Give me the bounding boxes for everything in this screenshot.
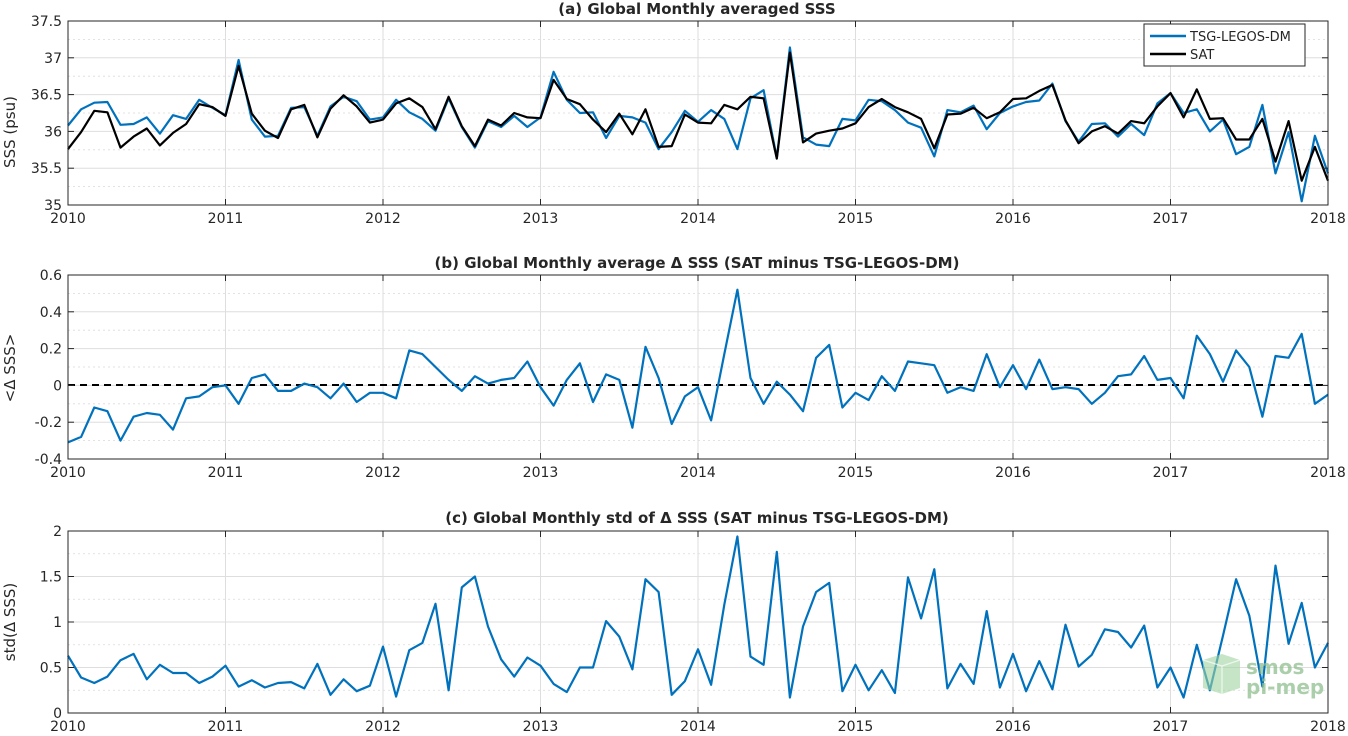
panel-b-grid: [67, 274, 1329, 460]
panel-c-grid: [67, 530, 1329, 714]
panel-b-series-line: [67, 288, 1329, 444]
x-tick-label: 2010: [50, 211, 86, 227]
y-tick-label: 35: [44, 198, 62, 214]
panel-a-axes: 2010 2011 2012 2013 2014 2015 2016 2017 2018 35 35…: [31, 14, 1346, 227]
x-tick-label: 2017: [1153, 211, 1189, 227]
x-tick-label: 2018: [1310, 719, 1346, 735]
x-tick-label: 2018: [1310, 465, 1346, 481]
y-tick-label: 0: [53, 378, 62, 394]
panel-a-global-monthly-sss: (a) Global Monthly averaged SSS 2010 2011…: [1, 0, 1346, 227]
x-tick-label: 2011: [208, 465, 244, 481]
panel-c-global-monthly-std-delta-sss: (c) Global Monthly std of Δ SSS (SAT min…: [1, 509, 1346, 735]
panel-c-series-line: [67, 535, 1329, 699]
panel-b-series: [67, 288, 1329, 444]
y-tick-label: -0.2: [35, 415, 62, 431]
y-tick-label: 36.5: [31, 88, 62, 104]
x-tick-label: 2016: [995, 211, 1031, 227]
legend-label-tsg: TSG-LEGOS-DM: [1189, 30, 1291, 45]
x-tick-label: 2016: [995, 719, 1031, 735]
x-tick-label: 2017: [1153, 465, 1189, 481]
y-tick-label: 1.5: [40, 570, 62, 586]
logo-text-pi-mep: pi-mep: [1246, 675, 1324, 699]
x-tick-label: 2010: [50, 719, 86, 735]
legend-label-sat: SAT: [1190, 48, 1214, 63]
x-tick-label: 2015: [838, 719, 874, 735]
x-tick-label: 2011: [208, 719, 244, 735]
x-tick-label: 2015: [838, 465, 874, 481]
y-tick-label: 35.5: [31, 161, 62, 177]
legend: TSG-LEGOS-DM SAT: [1143, 23, 1306, 67]
x-tick-label: 2015: [838, 211, 874, 227]
y-tick-label: 37: [44, 51, 62, 67]
panel-a-y-axis-label: SSS (psu): [1, 96, 19, 168]
x-tick-label: 2014: [680, 719, 716, 735]
y-tick-label: 1: [53, 615, 62, 631]
y-tick-label: 0.4: [40, 305, 62, 321]
y-tick-label: 0: [53, 706, 62, 722]
panel-b-global-monthly-delta-sss: (b) Global Monthly average Δ SSS (SAT mi…: [1, 254, 1346, 481]
y-tick-label: 36: [44, 124, 62, 140]
x-tick-label: 2013: [523, 719, 559, 735]
y-tick-label: 0.2: [40, 342, 62, 358]
y-tick-label: 0.5: [40, 661, 62, 677]
y-tick-label: 0.6: [40, 268, 62, 284]
y-tick-label: -0.4: [35, 452, 62, 468]
x-tick-label: 2013: [523, 465, 559, 481]
x-tick-label: 2011: [208, 211, 244, 227]
x-tick-label: 2012: [365, 211, 401, 227]
y-tick-label: 2: [53, 524, 62, 540]
legend-box: [1143, 23, 1306, 67]
x-tick-label: 2010: [50, 465, 86, 481]
x-tick-label: 2012: [365, 465, 401, 481]
panel-a-grid: [67, 20, 1329, 206]
panel-c-axes: 2010 2011 2012 2013 2014 2015 2016 2017 2018 0 0.5…: [40, 524, 1346, 735]
x-tick-label: 2014: [680, 211, 716, 227]
smos-pi-mep-logo: smos pi-mep: [1202, 654, 1324, 699]
x-tick-label: 2013: [523, 211, 559, 227]
panel-c-y-axis-label: std(Δ SSS): [1, 583, 19, 662]
panel-c-series: [67, 535, 1329, 699]
panel-a-title: (a) Global Monthly averaged SSS: [558, 0, 835, 18]
panel-a-series: [67, 46, 1330, 203]
x-tick-label: 2018: [1310, 211, 1346, 227]
x-tick-label: 2012: [365, 719, 401, 735]
y-tick-label: 37.5: [31, 14, 62, 30]
panel-b-y-axis-label: <Δ SSS>: [1, 334, 19, 403]
panel-c-title: (c) Global Monthly std of Δ SSS (SAT min…: [445, 509, 948, 527]
logo-text-smos: smos: [1246, 655, 1304, 679]
panel-b-axes: 2010 2011 2012 2013 2014 2015 2016 2017 2018 -0.4…: [35, 268, 1346, 481]
x-tick-label: 2014: [680, 465, 716, 481]
x-tick-label: 2016: [995, 465, 1031, 481]
panel-a-series-sat: [67, 51, 1330, 182]
x-tick-label: 2017: [1153, 719, 1189, 735]
panel-b-title: (b) Global Monthly average Δ SSS (SAT mi…: [435, 254, 960, 272]
